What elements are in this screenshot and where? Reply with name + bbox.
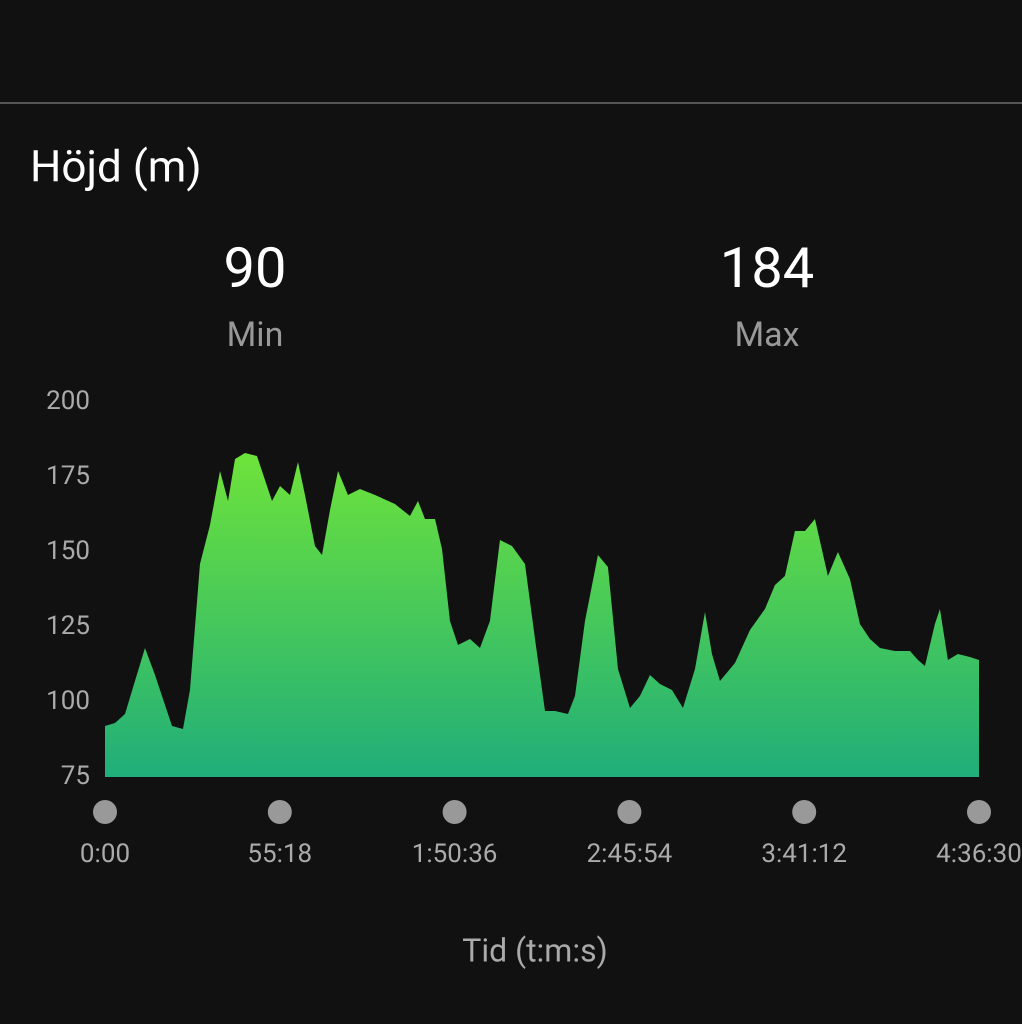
chart-title: Höjd (m) — [30, 141, 202, 193]
stat-value: 184 — [720, 235, 814, 301]
x-tick-dot — [792, 800, 817, 824]
x-tick-dot — [442, 800, 467, 824]
x-tick-dot — [267, 800, 292, 824]
x-tick-dot — [967, 800, 991, 824]
y-tick-label: 75 — [61, 761, 90, 791]
elevation-area — [105, 453, 979, 777]
y-tick-label: 200 — [46, 386, 90, 416]
y-tick-label: 150 — [46, 536, 90, 566]
x-tick-dot — [93, 800, 117, 824]
y-tick-label: 125 — [46, 611, 90, 641]
x-tick-label: 3:41:12 — [761, 839, 847, 869]
y-tick-label: 175 — [46, 461, 90, 491]
x-tick-label: 1:50:36 — [412, 839, 498, 869]
x-tick-label: 0:00 — [80, 839, 130, 869]
stat-value: 90 — [224, 235, 287, 301]
x-axis-label: Tid (t:m:s) — [462, 931, 608, 969]
x-tick-label: 55:18 — [247, 839, 312, 869]
x-tick-dot — [617, 800, 642, 824]
y-tick-label: 100 — [46, 686, 90, 716]
x-tick-label: 4:36:30 — [936, 839, 1022, 869]
x-tick-label: 2:45:54 — [587, 839, 673, 869]
stat-label: Max — [734, 315, 799, 355]
stat-label: Min — [227, 315, 284, 355]
